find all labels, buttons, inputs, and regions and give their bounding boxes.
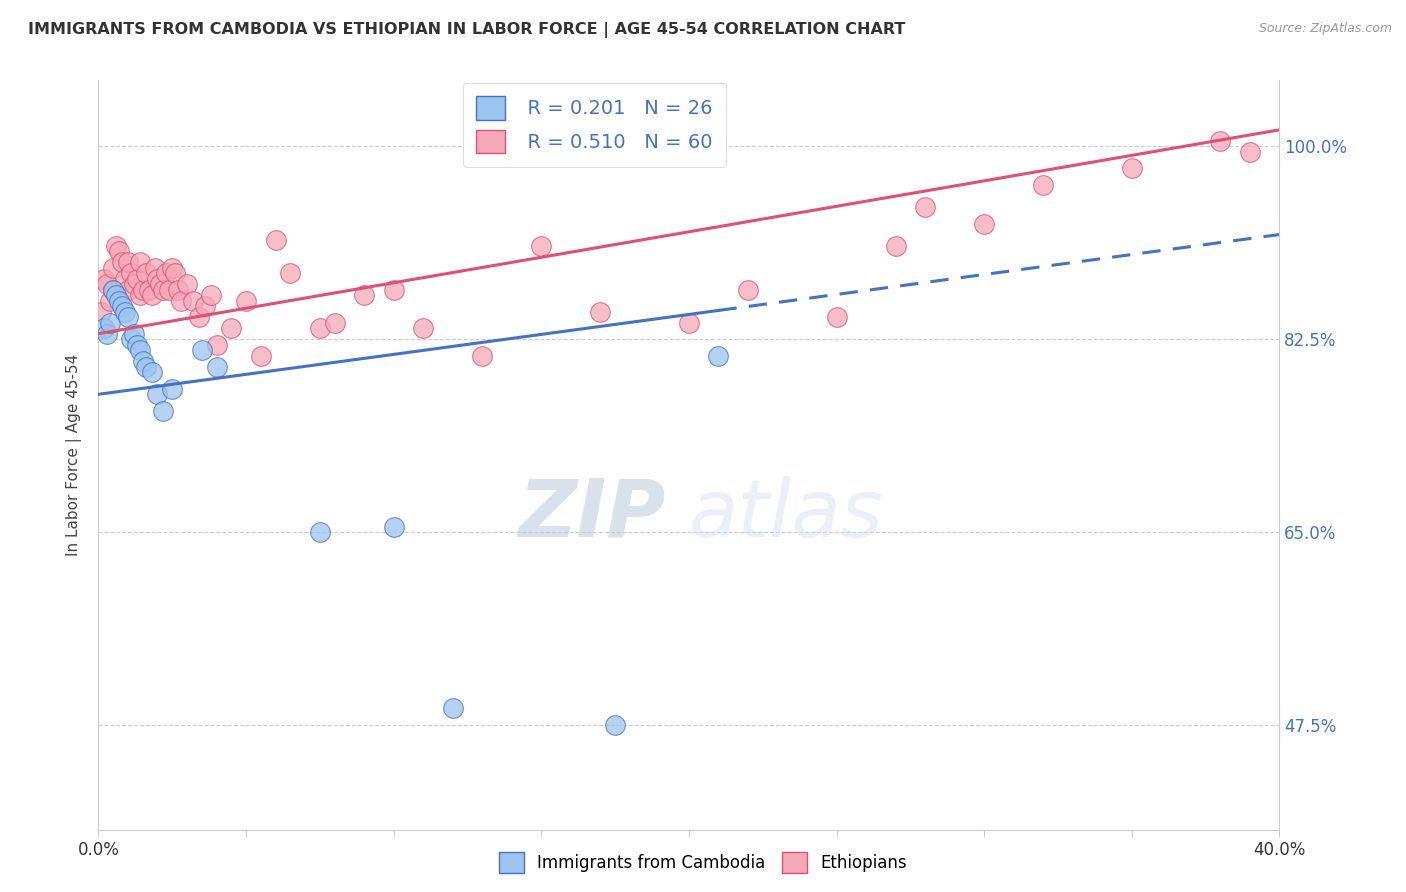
- Point: [135, 359, 157, 374]
- Point: [103, 260, 125, 275]
- Point: [167, 283, 190, 297]
- Point: [96, 326, 118, 341]
- Point: [194, 299, 217, 313]
- Point: [125, 337, 148, 351]
- Point: [120, 332, 142, 346]
- Point: [1209, 134, 1232, 148]
- Text: IMMIGRANTS FROM CAMBODIA VS ETHIOPIAN IN LABOR FORCE | AGE 45-54 CORRELATION CHA: IMMIGRANTS FROM CAMBODIA VS ETHIOPIAN IN…: [28, 22, 905, 38]
- Point: [884, 238, 907, 252]
- Point: [221, 321, 243, 335]
- Point: [205, 337, 228, 351]
- Point: [181, 293, 204, 308]
- Point: [1121, 161, 1143, 176]
- Point: [353, 288, 375, 302]
- Point: [128, 255, 150, 269]
- Point: [149, 277, 172, 292]
- Point: [141, 365, 163, 379]
- Point: [707, 349, 730, 363]
- Point: [678, 316, 700, 330]
- Point: [98, 293, 121, 308]
- Y-axis label: In Labor Force | Age 45-54: In Labor Force | Age 45-54: [66, 354, 82, 556]
- Point: [117, 310, 139, 325]
- Point: [589, 304, 612, 318]
- Point: [120, 266, 142, 280]
- Point: [205, 359, 228, 374]
- Point: [93, 271, 115, 285]
- Point: [825, 310, 848, 325]
- Legend:   R = 0.201   N = 26,   R = 0.510   N = 60: R = 0.201 N = 26, R = 0.510 N = 60: [463, 82, 727, 167]
- Point: [146, 271, 169, 285]
- Point: [1239, 145, 1261, 159]
- Point: [200, 288, 222, 302]
- Point: [309, 524, 332, 539]
- Point: [530, 238, 553, 252]
- Point: [146, 387, 169, 401]
- Point: [132, 354, 155, 368]
- Point: [128, 288, 150, 302]
- Point: [309, 321, 332, 335]
- Point: [125, 271, 148, 285]
- Point: [176, 277, 198, 292]
- Point: [382, 519, 405, 533]
- Point: [108, 244, 131, 258]
- Point: [152, 283, 174, 297]
- Point: [122, 277, 145, 292]
- Text: ZIP: ZIP: [517, 475, 665, 554]
- Text: Source: ZipAtlas.com: Source: ZipAtlas.com: [1258, 22, 1392, 36]
- Point: [441, 701, 464, 715]
- Point: [155, 266, 177, 280]
- Point: [117, 255, 139, 269]
- Point: [141, 288, 163, 302]
- Point: [737, 283, 759, 297]
- Point: [157, 283, 180, 297]
- Legend: Immigrants from Cambodia, Ethiopians: Immigrants from Cambodia, Ethiopians: [492, 846, 914, 880]
- Point: [105, 288, 128, 302]
- Point: [138, 283, 160, 297]
- Point: [187, 310, 209, 325]
- Point: [114, 304, 136, 318]
- Point: [122, 326, 145, 341]
- Point: [170, 293, 193, 308]
- Point: [412, 321, 434, 335]
- Point: [250, 349, 273, 363]
- Point: [143, 260, 166, 275]
- Point: [382, 283, 405, 297]
- Point: [128, 343, 150, 358]
- Point: [111, 299, 134, 313]
- Point: [93, 321, 115, 335]
- Point: [973, 217, 995, 231]
- Point: [98, 316, 121, 330]
- Point: [235, 293, 257, 308]
- Point: [132, 283, 155, 297]
- Point: [135, 266, 157, 280]
- Point: [162, 260, 183, 275]
- Point: [103, 283, 125, 297]
- Point: [105, 238, 128, 252]
- Point: [165, 266, 187, 280]
- Point: [471, 349, 494, 363]
- Point: [264, 233, 287, 247]
- Point: [280, 266, 302, 280]
- Point: [605, 718, 627, 732]
- Point: [96, 277, 118, 292]
- Point: [114, 271, 136, 285]
- Point: [90, 304, 112, 318]
- Point: [914, 200, 936, 214]
- Point: [111, 255, 134, 269]
- Point: [117, 283, 139, 297]
- Point: [191, 343, 214, 358]
- Point: [323, 316, 346, 330]
- Point: [162, 382, 183, 396]
- Point: [1032, 178, 1054, 192]
- Point: [103, 283, 125, 297]
- Point: [152, 404, 174, 418]
- Point: [108, 293, 131, 308]
- Text: atlas: atlas: [689, 475, 884, 554]
